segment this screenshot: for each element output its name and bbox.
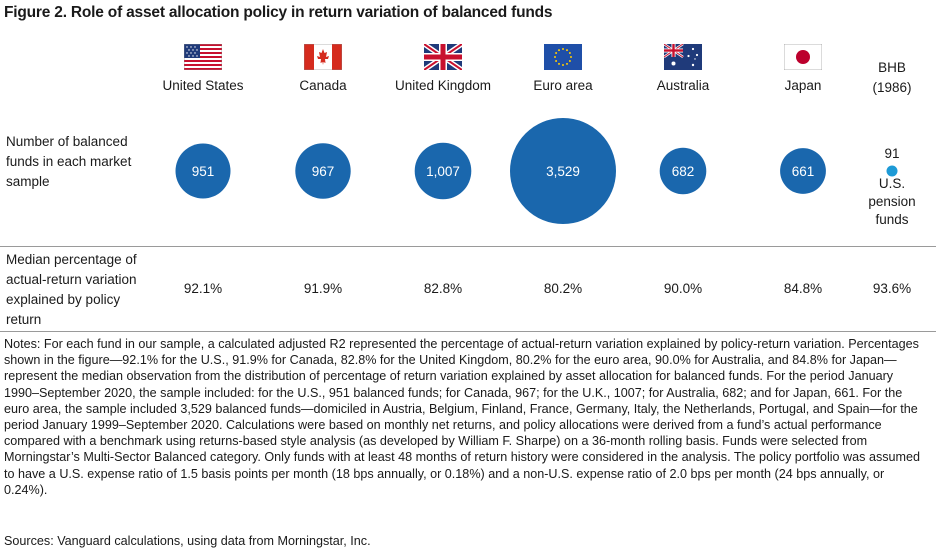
median-pct-united-kingdom: 82.8% [423, 281, 463, 296]
chart-title: Figure 2. Role of asset allocation polic… [4, 4, 553, 21]
market-label-japan: Japan [784, 78, 822, 93]
bubble-japan [780, 148, 826, 194]
flag-eu-icon [544, 44, 582, 70]
median-pct-japan: 84.8% [783, 281, 823, 296]
bubble-label-canada: 967 [312, 164, 335, 179]
median-pct-euro-area: 80.2% [543, 281, 583, 296]
bhb-header: BHB (1986) [872, 60, 912, 95]
sources-text: Sources: Vanguard calculations, using da… [4, 534, 371, 548]
market-label-united-kingdom: United Kingdom [394, 78, 492, 93]
median-pct-canada: 91.9% [303, 281, 343, 296]
bubble-label-japan: 661 [792, 164, 815, 179]
flag-canada-icon [304, 44, 342, 70]
bubble-united-states [175, 143, 231, 199]
row-divider [0, 246, 936, 247]
flag-uk-icon [424, 44, 462, 70]
bubble-label-euro-area: 3,529 [546, 164, 580, 179]
bubble-label-united-states: 951 [192, 164, 215, 179]
market-label-canada: Canada [299, 78, 347, 93]
bubble-label-australia: 682 [672, 164, 695, 179]
bhb-pension-label: U.S. pension funds [868, 176, 916, 227]
bubble-bhb [886, 165, 898, 177]
notes-text: Notes: For each fund in our sample, a ca… [4, 337, 921, 497]
row-label-median-percentage: Median percentage of actual-return varia… [6, 252, 137, 327]
bubble-label-united-kingdom: 1,007 [426, 164, 460, 179]
bubble-australia [659, 147, 707, 195]
flag-japan-icon [784, 44, 822, 70]
bubble-euro-area [510, 118, 616, 224]
market-label-australia: Australia [656, 78, 710, 93]
bubble-united-kingdom [414, 142, 472, 200]
flag-us-icon [184, 44, 222, 70]
median-pct-australia: 90.0% [663, 281, 703, 296]
median-pct-bhb: 93.6% [872, 281, 912, 296]
row-label-fund-count: Number of balanced funds in each market … [6, 134, 132, 189]
market-label-euro-area: Euro area [533, 78, 593, 93]
bubble-canada [295, 143, 351, 199]
median-pct-united-states: 92.1% [183, 281, 223, 296]
market-label-united-states: United States [162, 78, 244, 93]
bhb-fund-count: 91 [884, 146, 900, 161]
flag-australia-icon [664, 44, 702, 70]
notes-divider [0, 331, 936, 332]
